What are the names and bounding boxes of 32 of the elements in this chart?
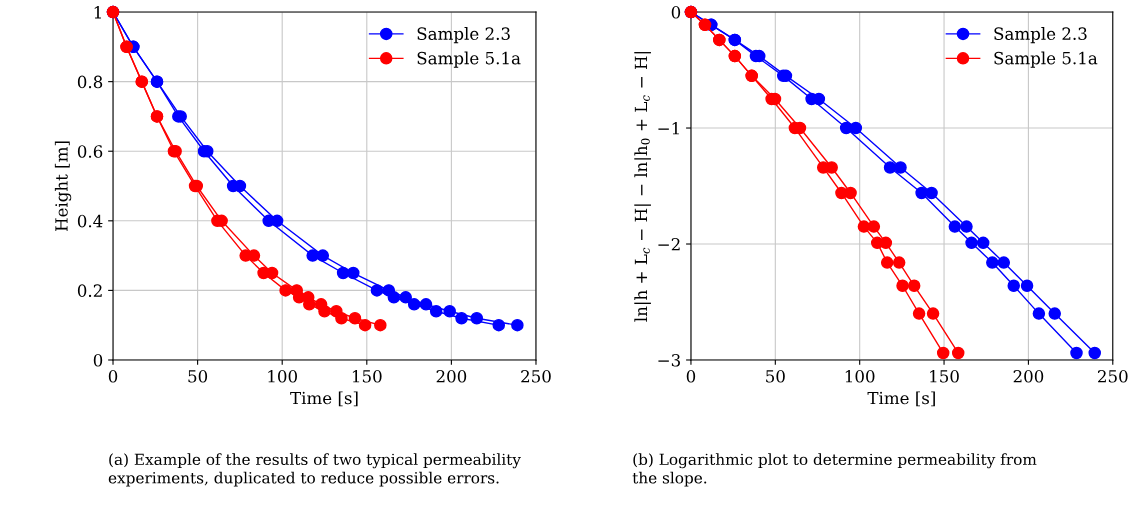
x-tick-label: 50 [766,370,785,383]
legend-label: Sample 5.1a [417,51,521,68]
y-tick-label: 0 [671,6,681,19]
legend-label: Sample 2.3 [417,27,510,44]
y-tick-label: 0 [93,353,103,367]
y-tick-label: 1 [94,6,101,19]
legend-label: Sample 2.3 [994,27,1087,44]
x-tick-label: 150 [352,370,382,383]
x-tick-label: 150 [930,370,959,383]
y-axis-title: ln|h + L$_{c}$ − H| − ln|h$_{0}$ + L$_{c}$ − H| [634,52,651,322]
y-tick-label: −1 [658,121,679,135]
x-axis-title: Time [s] [290,391,358,407]
x-tick-label: 100 [268,370,297,383]
x-tick-label: 200 [1013,370,1044,383]
legend-label: Sample 5.1a [994,51,1098,68]
x-axis-title: Time [s] [867,391,935,407]
x-tick-label: 50 [188,370,208,383]
y-axis-title: Height [m] [54,141,72,232]
y-tick-label: −2 [658,237,680,251]
x-tick-label: 100 [845,370,875,383]
y-tick-label: 0.8 [77,75,103,89]
x-tick-label: 0 [108,370,118,383]
y-tick-label: 0.2 [77,284,102,297]
x-tick-label: 250 [521,370,551,383]
y-tick-label: 0.4 [77,214,103,228]
x-tick-label: 200 [436,370,467,383]
text: (b) Logarithmic plot to determine permeability from the slope. [632,453,1037,487]
text: (a) Example of the results of two typical permeability experiments, duplicated to reduce possible errors. [108,453,521,487]
x-tick-label: 0 [686,370,696,383]
y-tick-label: 0.6 [77,145,103,158]
y-tick-label: −3 [658,353,680,367]
x-tick-label: 250 [1098,370,1128,383]
